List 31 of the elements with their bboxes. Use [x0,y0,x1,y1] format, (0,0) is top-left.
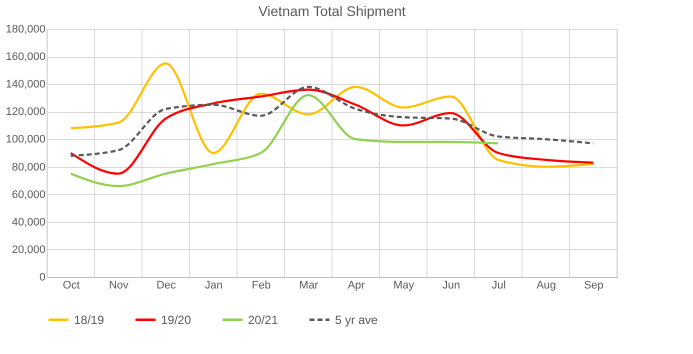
y-tick-label: 20,000 [12,244,46,256]
line-series [70,88,594,175]
x-tick-label: Feb [252,280,271,292]
x-tick-label: Sep [584,280,604,292]
chart-title: Vietnam Total Shipment [258,3,406,19]
y-tick-label: 180,000 [6,24,46,36]
line-series [70,94,500,188]
x-tick-label: Mar [299,280,319,292]
line-series [70,62,594,168]
legend-label: 19/20 [161,312,192,327]
x-tick-label: Jul [492,280,506,292]
legend-label: 5 yr ave [335,312,378,327]
legend-label: 18/19 [74,312,104,327]
y-tick-label: 120,000 [6,106,46,118]
x-tick-label: Jun [442,280,460,292]
y-tick-label: 60,000 [12,188,46,201]
x-tick-label: Apr [348,280,366,292]
x-tick-label: Jan [204,280,223,292]
x-tick-label: Oct [62,280,80,292]
y-tick-label: 100,000 [6,134,46,146]
x-tick-label: May [393,280,415,292]
x-tick-label: Nov [108,280,130,292]
y-tick-label: 160,000 [6,51,46,64]
legend-label: 20/21 [248,312,278,327]
y-tick-label: 40,000 [12,216,46,228]
x-tick-label: Dec [156,280,177,292]
y-tick-label: 140,000 [6,78,46,91]
y-tick-label: 0 [39,272,46,284]
y-tick-label: 80,000 [12,161,46,174]
x-tick-label: Aug [536,280,556,292]
line-series [70,86,594,157]
